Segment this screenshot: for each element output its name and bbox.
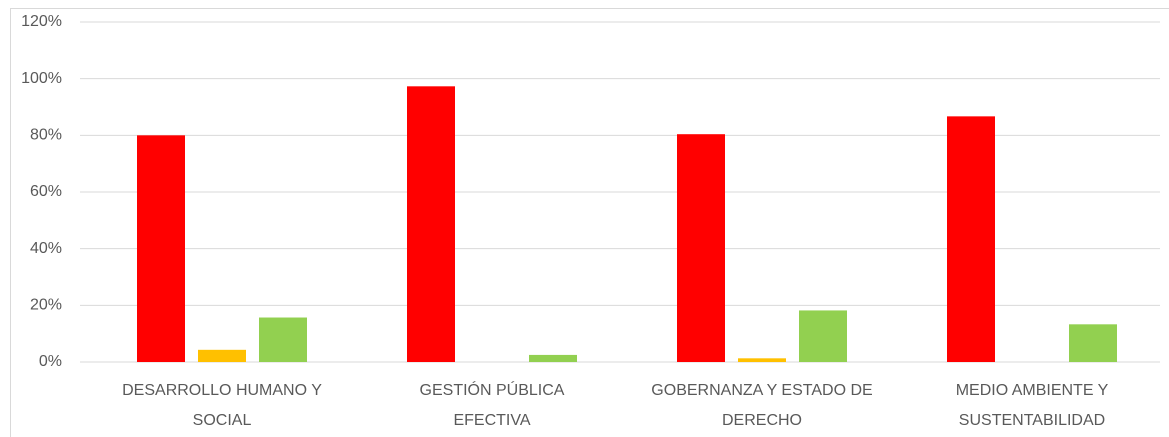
y-tick-label: 40% <box>30 240 62 257</box>
y-tick-label: 100% <box>21 70 62 87</box>
chart-frame <box>10 8 1169 437</box>
x-tick-label: MEDIO AMBIENTE Y <box>956 382 1109 399</box>
x-tick-label: GOBERNANZA Y ESTADO DE <box>651 382 872 399</box>
bar <box>407 86 455 363</box>
y-tick-label: 0% <box>39 353 62 370</box>
x-tick-label: EFECTIVA <box>453 412 530 429</box>
x-tick-label: SUSTENTABILIDAD <box>959 412 1105 429</box>
y-tick-label: 80% <box>30 127 62 144</box>
x-tick-label: DESARROLLO HUMANO Y <box>122 382 322 399</box>
bar <box>529 354 577 362</box>
y-tick-label: 20% <box>30 297 62 314</box>
bar <box>947 116 995 362</box>
y-tick-label: 120% <box>21 13 62 30</box>
bar <box>799 310 847 362</box>
x-tick-label: SOCIAL <box>193 412 252 429</box>
y-tick-label: 60% <box>30 183 62 200</box>
bar <box>259 317 307 362</box>
bar <box>738 358 786 362</box>
bar <box>1069 324 1117 362</box>
bar <box>137 135 185 362</box>
x-tick-label: DERECHO <box>722 412 802 429</box>
bar <box>677 134 725 362</box>
bar <box>198 349 246 362</box>
x-tick-label: GESTIÓN PÚBLICA <box>420 380 565 399</box>
